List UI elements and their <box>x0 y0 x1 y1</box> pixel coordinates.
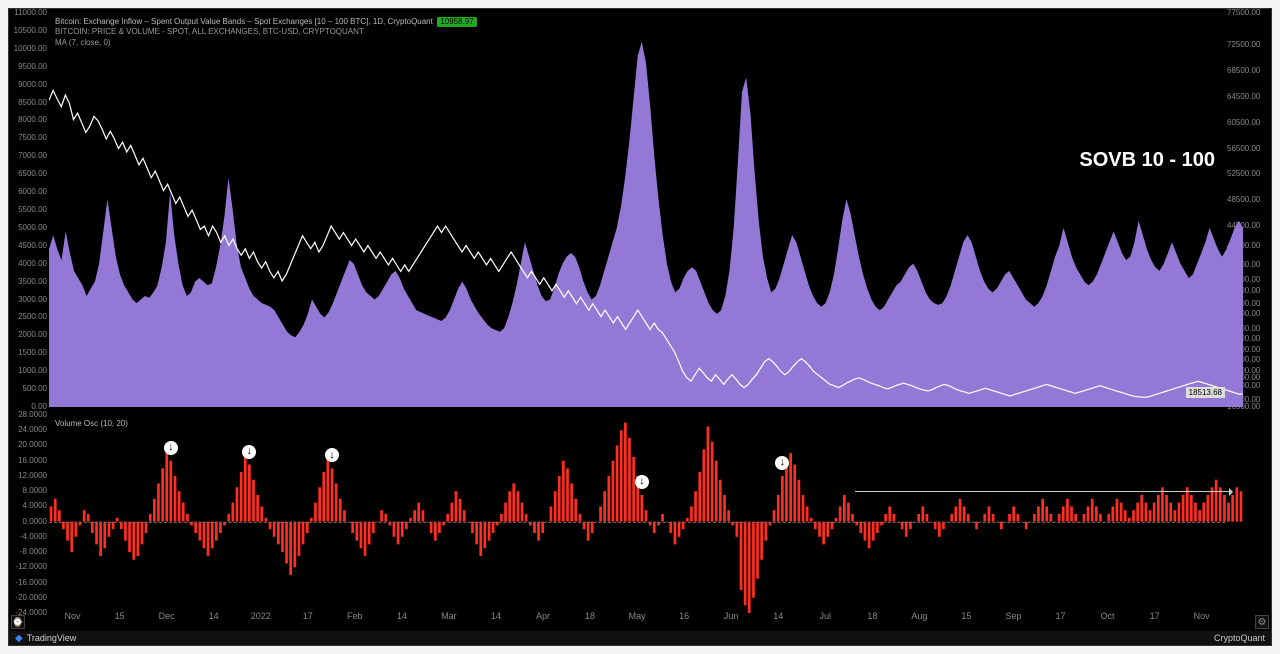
time-tick: Feb <box>331 611 378 631</box>
bottom-left-axis: -24.0000-20.0000-16.0000-12.0000-8.0000-… <box>9 415 49 613</box>
top-left-tick: 7000.00 <box>18 151 47 160</box>
time-tick: Sep <box>990 611 1037 631</box>
top-left-tick: 3000.00 <box>18 295 47 304</box>
top-left-tick: 11000.00 <box>14 8 47 17</box>
time-tick: Jul <box>802 611 849 631</box>
bottom-left-tick: 0.0000 <box>23 517 47 526</box>
footer: TradingView CryptoQuant <box>9 631 1271 645</box>
down-marker: ↓ <box>164 441 178 455</box>
legend-line3: MA (7, close, 0) <box>55 38 477 48</box>
time-tick: 16 <box>661 611 708 631</box>
time-tick: 15 <box>943 611 990 631</box>
bottom-left-tick: -12.0000 <box>15 562 47 571</box>
bottom-left-tick: 28.0000 <box>18 410 47 419</box>
bottom-left-tick: 24.0000 <box>18 425 47 434</box>
top-left-tick: 5500.00 <box>18 205 47 214</box>
chart-frame: 0.00500.001000.001500.002000.002500.0030… <box>8 8 1272 646</box>
time-axis: Nov15Dec14202217Feb14Mar14Apr18May16Jun1… <box>49 611 1225 631</box>
top-left-tick: 4000.00 <box>18 259 47 268</box>
time-tick: 14 <box>190 611 237 631</box>
top-left-tick: 3500.00 <box>18 277 47 286</box>
top-left-tick: 7500.00 <box>18 133 47 142</box>
footer-left: TradingView <box>15 633 76 644</box>
time-tick: 17 <box>1131 611 1178 631</box>
top-left-tick: 2000.00 <box>18 330 47 339</box>
time-tick: May <box>614 611 661 631</box>
bottom-left-tick: -20.0000 <box>15 593 47 602</box>
top-left-tick: 9000.00 <box>18 80 47 89</box>
time-tick: Nov <box>1178 611 1225 631</box>
top-left-tick: 8500.00 <box>18 98 47 107</box>
bottom-left-tick: 8.0000 <box>23 486 47 495</box>
time-tick: 17 <box>1037 611 1084 631</box>
top-left-tick: 8000.00 <box>18 115 47 124</box>
down-marker: ↓ <box>635 475 649 489</box>
time-tick: 2022 <box>237 611 284 631</box>
time-tick: 18 <box>849 611 896 631</box>
top-svg <box>49 13 1243 407</box>
time-tick: 14 <box>378 611 425 631</box>
time-tick: Aug <box>896 611 943 631</box>
zero-line <box>49 522 1225 523</box>
price-tag: 18513.68 <box>1186 387 1225 398</box>
time-tick: 14 <box>472 611 519 631</box>
time-tick: 14 <box>755 611 802 631</box>
top-left-tick: 9500.00 <box>18 62 47 71</box>
bottom-left-tick: -8.0000 <box>20 547 47 556</box>
time-tick: Apr <box>519 611 566 631</box>
bottom-left-tick: 12.0000 <box>18 471 47 480</box>
top-left-tick: 1500.00 <box>18 348 47 357</box>
trend-arrow <box>855 491 1231 492</box>
footer-right: CryptoQuant <box>1214 633 1265 643</box>
time-tick: Jun <box>708 611 755 631</box>
top-left-tick: 4500.00 <box>18 241 47 250</box>
top-left-tick: 10000.00 <box>14 44 47 53</box>
bottom-panel: Volume Osc (10, 20) ↓↓↓↓↓ <box>49 415 1225 613</box>
time-tick: 15 <box>96 611 143 631</box>
legend-osc: Volume Osc (10, 20) <box>55 419 128 428</box>
top-left-tick: 500.00 <box>23 384 47 393</box>
legend-line1: Bitcoin: Exchange Inflow – Spent Output … <box>55 17 433 26</box>
time-tick: Mar <box>425 611 472 631</box>
bottom-left-tick: 4.0000 <box>23 501 47 510</box>
bottom-left-tick: 16.0000 <box>18 456 47 465</box>
top-left-tick: 6000.00 <box>18 187 47 196</box>
top-left-tick: 2500.00 <box>18 312 47 321</box>
value-badge: 10958.97 <box>437 17 476 27</box>
time-tick: Dec <box>143 611 190 631</box>
time-tick: 17 <box>284 611 331 631</box>
top-left-tick: 1000.00 <box>18 366 47 375</box>
down-marker: ↓ <box>242 445 256 459</box>
time-tick: 18 <box>567 611 614 631</box>
top-panel: Bitcoin: Exchange Inflow – Spent Output … <box>49 13 1225 407</box>
top-legend: Bitcoin: Exchange Inflow – Spent Output … <box>55 17 477 48</box>
time-tick: Nov <box>49 611 96 631</box>
top-left-tick: 10500.00 <box>14 26 47 35</box>
bottom-left-tick: -4.0000 <box>20 532 47 541</box>
top-left-tick: 5000.00 <box>18 223 47 232</box>
timezone-button[interactable]: ⌚ <box>11 615 25 629</box>
time-tick: Oct <box>1084 611 1131 631</box>
bottom-left-tick: 20.0000 <box>18 440 47 449</box>
bottom-svg <box>49 415 1243 613</box>
settings-button[interactable]: ⚙ <box>1255 615 1269 629</box>
overlay-label: SOVB 10 - 100 <box>1079 149 1215 172</box>
top-left-axis: 0.00500.001000.001500.002000.002500.0030… <box>9 13 49 407</box>
bottom-legend: Volume Osc (10, 20) <box>55 419 128 429</box>
bottom-left-tick: -16.0000 <box>15 578 47 587</box>
legend-line2: BITCOIN: PRICE & VOLUME - SPOT, ALL EXCH… <box>55 27 477 37</box>
top-left-tick: 6500.00 <box>18 169 47 178</box>
